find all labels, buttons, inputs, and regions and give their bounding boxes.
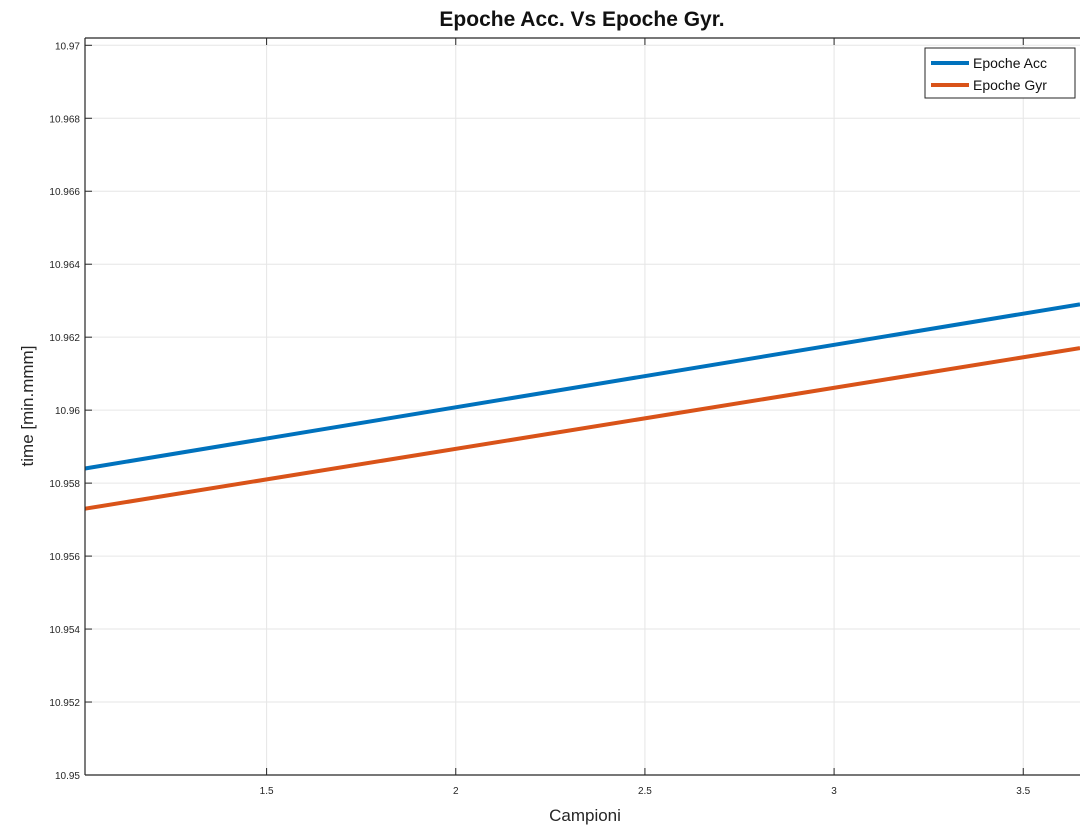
x-tick-label: 3 — [831, 786, 837, 797]
x-tick-label: 2 — [453, 786, 459, 797]
y-tick-label: 10.956 — [49, 552, 80, 563]
y-tick-label: 10.954 — [49, 625, 80, 636]
ticks: 1.5 2 2.5 3 3.5 10.95 10.952 10.954 10.956 10.958… — [49, 38, 1031, 797]
legend-label: Epoche Acc — [973, 55, 1047, 71]
y-tick-label: 10.966 — [49, 187, 80, 198]
x-axis-label: Campioni — [549, 806, 621, 825]
x-tick-label: 3.5 — [1016, 786, 1030, 797]
y-tick-label: 10.964 — [49, 260, 80, 271]
y-tick-label: 10.962 — [49, 333, 80, 344]
chart-title: Epoche Acc. Vs Epoche Gyr. — [439, 8, 724, 31]
legend: Epoche Acc Epoche Gyr — [924, 47, 1076, 99]
x-tick-label: 2.5 — [638, 786, 652, 797]
y-tick-label: 10.97 — [55, 41, 80, 52]
y-tick-label: 10.95 — [55, 771, 80, 782]
series-layer — [84, 302, 1080, 511]
y-tick-label: 10.958 — [49, 479, 80, 490]
series-line-epoche-gyr — [84, 346, 1080, 511]
x-tick-label: 1.5 — [260, 786, 274, 797]
y-tick-label: 10.96 — [55, 406, 80, 417]
legend-label: Epoche Gyr — [973, 77, 1047, 93]
y-tick-label: 10.952 — [49, 698, 80, 709]
y-axis-label: time [min.mmm] — [18, 346, 37, 467]
y-tick-label: 10.968 — [49, 114, 80, 125]
legend-box — [924, 47, 1076, 99]
plot-area — [85, 38, 1080, 775]
series-line-epoche-acc — [84, 302, 1080, 471]
